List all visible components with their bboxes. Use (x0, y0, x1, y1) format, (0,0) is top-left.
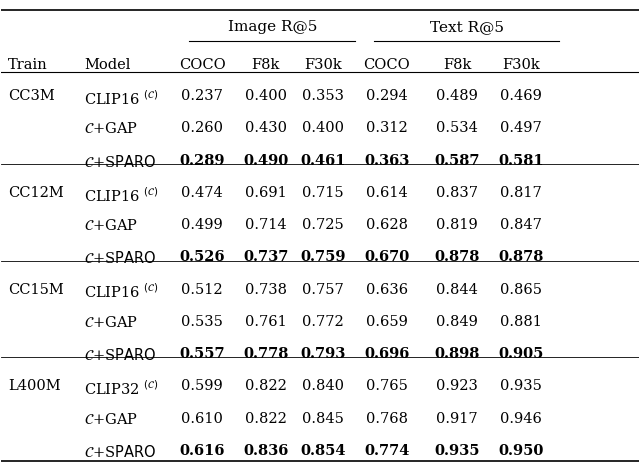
Text: Model: Model (84, 58, 131, 72)
Text: 0.849: 0.849 (436, 314, 478, 328)
Text: $\mathcal{C}$+GAP: $\mathcal{C}$+GAP (84, 121, 138, 136)
Text: 0.430: 0.430 (245, 121, 287, 135)
Text: 0.836: 0.836 (243, 443, 289, 457)
Text: 0.714: 0.714 (245, 218, 287, 232)
Text: $\mathcal{C}$+S$\mathrm{PARO}$: $\mathcal{C}$+S$\mathrm{PARO}$ (84, 347, 157, 362)
Text: 0.793: 0.793 (301, 347, 346, 360)
Text: F8k: F8k (252, 58, 280, 72)
Text: 0.881: 0.881 (500, 314, 541, 328)
Text: 0.474: 0.474 (181, 186, 223, 199)
Text: 0.610: 0.610 (181, 411, 223, 425)
Text: 0.696: 0.696 (364, 347, 410, 360)
Text: 0.819: 0.819 (436, 218, 478, 232)
Text: 0.526: 0.526 (179, 250, 225, 264)
Text: 0.822: 0.822 (245, 378, 287, 393)
Text: $\mathcal{C}$+GAP: $\mathcal{C}$+GAP (84, 314, 138, 329)
Text: 0.294: 0.294 (366, 89, 408, 103)
Text: 0.935: 0.935 (435, 443, 480, 457)
Text: 0.587: 0.587 (435, 153, 480, 167)
Text: 0.614: 0.614 (366, 186, 408, 199)
Text: $\mathcal{C}$+GAP: $\mathcal{C}$+GAP (84, 218, 138, 233)
Text: 0.490: 0.490 (243, 153, 289, 167)
Text: 0.759: 0.759 (300, 250, 346, 264)
Text: 0.757: 0.757 (302, 282, 344, 296)
Text: 0.840: 0.840 (302, 378, 344, 393)
Text: 0.616: 0.616 (179, 443, 225, 457)
Text: Text R@5: Text R@5 (429, 20, 504, 34)
Text: 0.878: 0.878 (498, 250, 543, 264)
Text: 0.535: 0.535 (181, 314, 223, 328)
Text: Image R@5: Image R@5 (228, 20, 317, 34)
Text: 0.469: 0.469 (500, 89, 541, 103)
Text: $\mathcal{C}$+S$\mathrm{PARO}$: $\mathcal{C}$+S$\mathrm{PARO}$ (84, 443, 157, 459)
Text: 0.260: 0.260 (181, 121, 223, 135)
Text: 0.845: 0.845 (302, 411, 344, 425)
Text: 0.946: 0.946 (500, 411, 541, 425)
Text: COCO: COCO (179, 58, 225, 72)
Text: 0.400: 0.400 (245, 89, 287, 103)
Text: 0.289: 0.289 (179, 153, 225, 167)
Text: 0.353: 0.353 (302, 89, 344, 103)
Text: 0.557: 0.557 (179, 347, 225, 360)
Text: 0.659: 0.659 (366, 314, 408, 328)
Text: CLIP16 $^{(\mathcal{C})}$: CLIP16 $^{(\mathcal{C})}$ (84, 89, 159, 108)
Text: 0.400: 0.400 (302, 121, 344, 135)
Text: 0.715: 0.715 (302, 186, 344, 199)
Text: 0.738: 0.738 (245, 282, 287, 296)
Text: CC3M: CC3M (8, 89, 54, 103)
Text: 0.499: 0.499 (181, 218, 223, 232)
Text: F8k: F8k (443, 58, 471, 72)
Text: 0.837: 0.837 (436, 186, 478, 199)
Text: CLIP32 $^{(\mathcal{C})}$: CLIP32 $^{(\mathcal{C})}$ (84, 378, 159, 397)
Text: 0.312: 0.312 (366, 121, 408, 135)
Text: 0.761: 0.761 (245, 314, 287, 328)
Text: 0.636: 0.636 (366, 282, 408, 296)
Text: 0.817: 0.817 (500, 186, 541, 199)
Text: 0.737: 0.737 (243, 250, 289, 264)
Text: 0.489: 0.489 (436, 89, 478, 103)
Text: 0.844: 0.844 (436, 282, 478, 296)
Text: 0.774: 0.774 (364, 443, 410, 457)
Text: 0.599: 0.599 (181, 378, 223, 393)
Text: CLIP16 $^{(\mathcal{C})}$: CLIP16 $^{(\mathcal{C})}$ (84, 282, 159, 301)
Text: 0.512: 0.512 (181, 282, 223, 296)
Text: 0.847: 0.847 (500, 218, 541, 232)
Text: 0.950: 0.950 (498, 443, 543, 457)
Text: 0.923: 0.923 (436, 378, 478, 393)
Text: 0.691: 0.691 (245, 186, 287, 199)
Text: 0.628: 0.628 (366, 218, 408, 232)
Text: 0.898: 0.898 (435, 347, 480, 360)
Text: 0.822: 0.822 (245, 411, 287, 425)
Text: CC15M: CC15M (8, 282, 63, 296)
Text: 0.772: 0.772 (302, 314, 344, 328)
Text: 0.461: 0.461 (300, 153, 346, 167)
Text: $\mathcal{C}$+S$\mathrm{PARO}$: $\mathcal{C}$+S$\mathrm{PARO}$ (84, 153, 157, 169)
Text: CLIP16 $^{(\mathcal{C})}$: CLIP16 $^{(\mathcal{C})}$ (84, 186, 159, 204)
Text: 0.935: 0.935 (500, 378, 541, 393)
Text: 0.778: 0.778 (243, 347, 289, 360)
Text: 0.581: 0.581 (498, 153, 543, 167)
Text: F30k: F30k (304, 58, 342, 72)
Text: F30k: F30k (502, 58, 540, 72)
Text: L400M: L400M (8, 378, 60, 393)
Text: 0.534: 0.534 (436, 121, 478, 135)
Text: 0.765: 0.765 (366, 378, 408, 393)
Text: CC12M: CC12M (8, 186, 63, 199)
Text: $\mathcal{C}$+GAP: $\mathcal{C}$+GAP (84, 411, 138, 426)
Text: 0.905: 0.905 (498, 347, 543, 360)
Text: 0.854: 0.854 (300, 443, 346, 457)
Text: 0.725: 0.725 (302, 218, 344, 232)
Text: 0.865: 0.865 (500, 282, 541, 296)
Text: 0.237: 0.237 (181, 89, 223, 103)
Text: 0.497: 0.497 (500, 121, 541, 135)
Text: $\mathcal{C}$+S$\mathrm{PARO}$: $\mathcal{C}$+S$\mathrm{PARO}$ (84, 250, 157, 266)
Text: 0.670: 0.670 (364, 250, 410, 264)
Text: 0.917: 0.917 (436, 411, 478, 425)
Text: 0.878: 0.878 (435, 250, 480, 264)
Text: 0.768: 0.768 (366, 411, 408, 425)
Text: COCO: COCO (364, 58, 410, 72)
Text: Train: Train (8, 58, 47, 72)
Text: 0.363: 0.363 (364, 153, 410, 167)
